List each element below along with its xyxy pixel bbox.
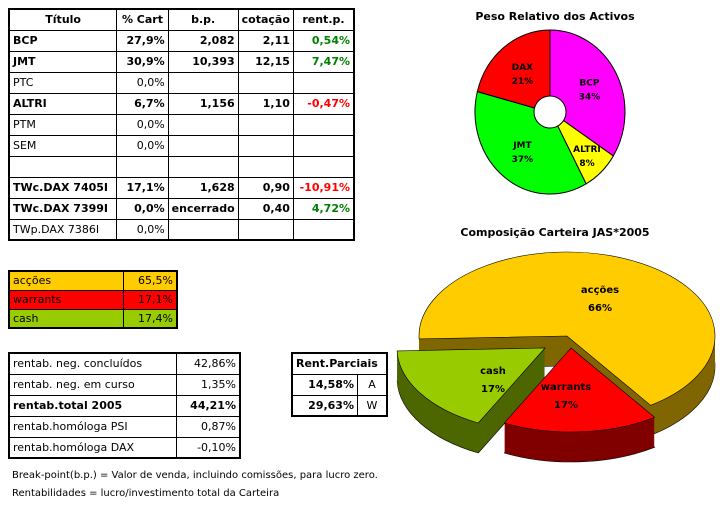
allocation-value: 17,1% [123, 289, 178, 310]
pie3d-slice-1 [503, 347, 656, 433]
pie3d-value: 17% [481, 384, 505, 395]
partial-value: 29,63% [291, 394, 358, 417]
allocation-row: acções 65,5% [8, 270, 178, 291]
returns-row: rentab.homóloga PSI 0,87% [8, 415, 241, 438]
cell-bp: 10,393 [167, 50, 239, 73]
pie3d-label: warrants [541, 382, 591, 393]
pie3d-slice-2 [396, 347, 546, 424]
returns-value: -0,10% [176, 436, 241, 459]
table-row: TWc.DAX 7399I 0,0% encerrado 0,40 4,72% [8, 197, 355, 220]
cell-title: TWc.DAX 7399I [8, 197, 118, 220]
header-row: Título% Cart b.p. cotação rent.p. [8, 8, 355, 31]
pie3d-slice-0 [418, 251, 716, 406]
cell-bp: 1,156 [167, 92, 239, 115]
returns-row: rentab.homóloga DAX -0,10% [8, 436, 241, 459]
returns-label: rentab. neg. em curso [8, 373, 177, 396]
returns-label: rentab.homóloga PSI [8, 415, 177, 438]
table-row: BCP 27,9% 2,082 2,11 0,54% [8, 29, 355, 52]
allocation-row: warrants 17,1% [8, 289, 178, 310]
returns-label: rentab.homóloga DAX [8, 436, 177, 459]
cell-bp: 1,628 [167, 176, 239, 199]
cell-rent: 4,72% [292, 197, 355, 220]
cell-rent: 0,54% [292, 29, 355, 52]
pie3d-chart-title: Composição Carteira JAS*2005 [460, 226, 649, 239]
donut-slice-dax [476, 29, 551, 109]
donut-chart-title: Peso Relativo dos Activos [475, 10, 635, 23]
column-header: % Cart [116, 8, 169, 31]
table-row: JMT 30,9% 10,393 12,15 7,47% [8, 50, 355, 73]
partial-returns-table: Rent.Parciais 14,58% A 29,63% W [291, 352, 388, 417]
table-row: TWc.DAX 7405I 17,1% 1,628 0,90 -10,91% [8, 176, 355, 199]
note-returns: Rentabilidades = lucro/investimento tota… [12, 488, 280, 499]
cell-quote [237, 218, 294, 241]
cell-rent: 7,47% [292, 50, 355, 73]
donut-label: JMT [512, 141, 532, 151]
allocation-label: cash [8, 308, 124, 329]
returns-row: rentab. neg. concluídos 42,86% [8, 352, 241, 375]
holdings-table: Título% Cart b.p. cotação rent.p. BCP 27,9% 2,… [8, 8, 355, 241]
table-row: ALTRI 6,7% 1,156 1,10 -0,47% [8, 92, 355, 115]
cell-pct: 0,0% [116, 134, 169, 157]
returns-value: 44,21% [176, 394, 241, 417]
returns-label: rentab.total 2005 [8, 394, 177, 417]
pie3d-label: acções [581, 285, 619, 296]
partial-header: Rent.Parciais [291, 352, 388, 375]
allocation-row: cash 17,4% [8, 308, 178, 329]
cell-quote: 12,15 [237, 50, 294, 73]
donut-value: 34% [579, 92, 601, 102]
donut-slice-bcp [549, 29, 626, 157]
partial-title: Rent.Parciais [291, 352, 388, 375]
cell-title: JMT [8, 50, 118, 73]
returns-table: rentab. neg. concluídos 42,86% rentab. neg… [8, 352, 241, 459]
returns-label: rentab. neg. concluídos [8, 352, 177, 375]
table-row: TWp.DAX 7386I 0,0% [8, 218, 355, 241]
cell-title: TWp.DAX 7386I [8, 218, 118, 241]
note-break-point: Break-point(b.p.) = Valor de venda, incl… [12, 470, 378, 481]
allocation-value: 17,4% [123, 308, 178, 329]
returns-value: 1,35% [176, 373, 241, 396]
returns-row: rentab. neg. em curso 1,35% [8, 373, 241, 396]
donut-label: BCP [579, 78, 599, 88]
cell-pct: 6,7% [116, 92, 169, 115]
returns-value: 0,87% [176, 415, 241, 438]
cell-quote: 0,90 [237, 176, 294, 199]
returns-row: rentab.total 2005 44,21% [8, 394, 241, 417]
partial-row: 29,63% W [291, 394, 388, 417]
table-row [8, 155, 355, 178]
donut-label: ALTRI [573, 145, 601, 155]
pie3d-value: 66% [588, 303, 612, 314]
allocation-value: 65,5% [123, 270, 178, 291]
cell-pct: 0,0% [116, 218, 169, 241]
allocation-label: acções [8, 270, 124, 291]
donut-value: 8% [579, 159, 594, 169]
cell-rent: -0,47% [292, 92, 355, 115]
donut-value: 37% [512, 155, 534, 165]
column-header: rent.p. [292, 8, 355, 31]
cell-pct: 0,0% [116, 197, 169, 220]
allocation-table: acções 65,5% warrants 17,1% cash 17,4% [8, 270, 178, 329]
donut-slice-jmt [474, 90, 587, 195]
table-row: SEM 0,0% [8, 134, 355, 157]
pie3d-label: cash [480, 366, 506, 377]
donut-label: DAX [512, 63, 533, 73]
donut-value: 21% [512, 77, 534, 87]
cell-title: SEM [8, 134, 118, 157]
partial-code: W [357, 394, 388, 417]
pie3d-value: 17% [554, 400, 578, 411]
cell-quote: 0,40 [237, 197, 294, 220]
cell-rent [292, 218, 355, 241]
